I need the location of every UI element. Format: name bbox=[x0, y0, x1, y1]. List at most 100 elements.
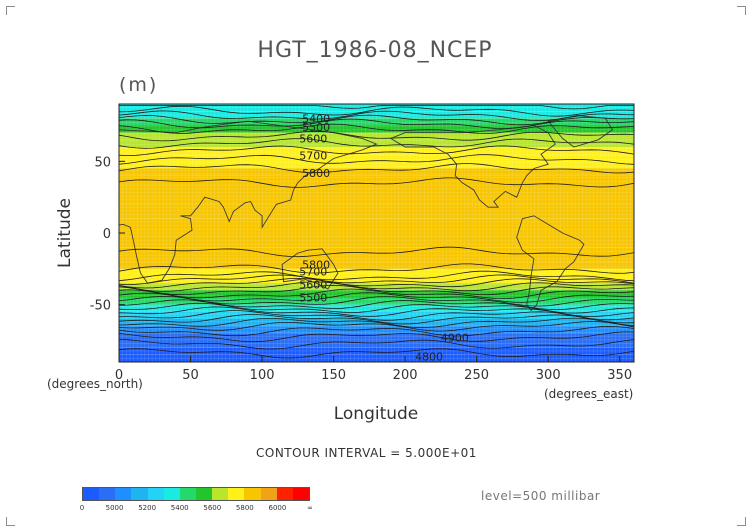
legend-label: 5200 bbox=[138, 504, 157, 512]
heatmap-band bbox=[119, 175, 634, 190]
legend-swatch bbox=[147, 488, 164, 500]
x-tick-label: 250 bbox=[464, 368, 489, 383]
contour-line bbox=[119, 270, 634, 282]
contour-label: 5500 bbox=[302, 121, 330, 134]
legend-label: 5800 bbox=[235, 504, 254, 512]
contour-labels: 5400550056005700580058005700560055004900… bbox=[299, 112, 469, 363]
continent-australia bbox=[281, 248, 339, 290]
contour-line bbox=[119, 277, 634, 289]
contour-label: 4800 bbox=[415, 350, 443, 363]
x-tick-label: 50 bbox=[182, 368, 199, 383]
x-unit-label: (degrees_east) bbox=[544, 387, 633, 401]
heatmap-band bbox=[119, 154, 634, 162]
units-label: (m) bbox=[119, 74, 159, 96]
heatmap-band bbox=[119, 283, 634, 291]
x-tick-label: 200 bbox=[393, 368, 418, 383]
contour-line bbox=[119, 314, 634, 325]
color-legend-labels: 0 5000 5200 5400 5600 5800 6000 ∞ bbox=[79, 504, 313, 516]
level-note: level=500 millibar bbox=[481, 489, 601, 503]
contour-line bbox=[119, 288, 634, 300]
y-tick-label: 50 bbox=[94, 155, 111, 170]
x-axis-ticks: 0 50 100 150 200 250 300 350 bbox=[115, 356, 632, 383]
x-tick-label: 0 bbox=[115, 368, 123, 383]
heatmap-band bbox=[119, 190, 634, 205]
heatmap-band bbox=[119, 326, 634, 334]
heatmap-bands bbox=[119, 104, 634, 362]
contour-line bbox=[119, 154, 634, 165]
contour-label: 5700 bbox=[299, 266, 327, 279]
heatmap-band bbox=[119, 347, 634, 355]
heatmap-band bbox=[119, 139, 634, 147]
contour-line bbox=[119, 123, 634, 134]
crop-mark-top-left bbox=[6, 6, 15, 15]
heatmap-band bbox=[119, 168, 634, 176]
heatmap-band bbox=[119, 247, 634, 262]
crop-mark-bottom-left bbox=[6, 517, 15, 526]
legend-swatch bbox=[163, 488, 180, 500]
contour-line bbox=[119, 263, 634, 274]
contour-line bbox=[119, 138, 634, 149]
contour-line bbox=[119, 320, 634, 332]
heatmap-band bbox=[119, 233, 634, 248]
color-legend bbox=[82, 487, 310, 501]
contour-line bbox=[119, 295, 634, 307]
y-axis-ticks: -50 0 50 bbox=[90, 155, 125, 314]
legend-swatch bbox=[292, 488, 309, 500]
heatmap-band bbox=[119, 333, 634, 341]
legend-label: 0 bbox=[79, 504, 85, 512]
y-axis-label: Latitude bbox=[55, 198, 75, 268]
legend-swatch bbox=[83, 488, 100, 500]
contour-line bbox=[119, 348, 634, 359]
contour-line bbox=[119, 317, 634, 329]
heatmap-band bbox=[119, 268, 634, 276]
heatmap-band bbox=[119, 104, 634, 112]
legend-swatch bbox=[179, 488, 196, 500]
legend-label: 5000 bbox=[105, 504, 124, 512]
contour-line bbox=[119, 105, 634, 117]
legend-label: 6000 bbox=[268, 504, 287, 512]
crop-mark-top-right bbox=[737, 6, 746, 15]
contour-line bbox=[119, 292, 634, 303]
contour-label: 5600 bbox=[299, 132, 327, 145]
contour-line bbox=[119, 284, 634, 296]
legend-label: ∞ bbox=[307, 504, 313, 512]
crop-mark-bottom-right bbox=[737, 517, 746, 526]
legend-swatch bbox=[276, 488, 293, 500]
y-tick-label: -50 bbox=[90, 299, 111, 314]
contour-line bbox=[119, 163, 634, 174]
contour-line bbox=[119, 114, 634, 126]
heatmap-band bbox=[119, 297, 634, 305]
legend-swatch bbox=[212, 488, 229, 500]
y-unit-label: (degrees_north) bbox=[47, 377, 143, 391]
heatmap-band bbox=[119, 354, 634, 362]
heatmap-band bbox=[119, 311, 634, 319]
contour-line bbox=[119, 130, 634, 142]
contour-interval-note: CONTOUR INTERVAL = 5.000E+01 bbox=[256, 446, 477, 460]
legend-swatch bbox=[115, 488, 132, 500]
x-tick-label: 100 bbox=[250, 368, 275, 383]
legend-swatch bbox=[131, 488, 148, 500]
contour-line bbox=[119, 274, 634, 286]
x-tick-label: 150 bbox=[321, 368, 346, 383]
contour-line bbox=[119, 145, 634, 157]
contour-line bbox=[119, 281, 634, 292]
x-axis-label: Longitude bbox=[334, 404, 419, 424]
contour-label: 5800 bbox=[302, 259, 330, 272]
heatmap-band bbox=[119, 111, 634, 119]
heatmap-band bbox=[119, 276, 634, 284]
contour-lines bbox=[119, 105, 634, 359]
contour-line bbox=[119, 105, 634, 110]
contour-line bbox=[119, 110, 634, 122]
x-tick-label: 300 bbox=[536, 368, 561, 383]
heatmap-band bbox=[119, 261, 634, 269]
contour-line bbox=[119, 177, 634, 188]
contour-label: 5700 bbox=[299, 150, 327, 163]
contour-line bbox=[119, 331, 634, 343]
contour-label: 5400 bbox=[302, 112, 330, 125]
legend-swatch bbox=[99, 488, 116, 500]
heatmap-band bbox=[119, 132, 634, 140]
y-tick-label: 0 bbox=[103, 227, 111, 242]
heatmap-band bbox=[119, 118, 634, 126]
